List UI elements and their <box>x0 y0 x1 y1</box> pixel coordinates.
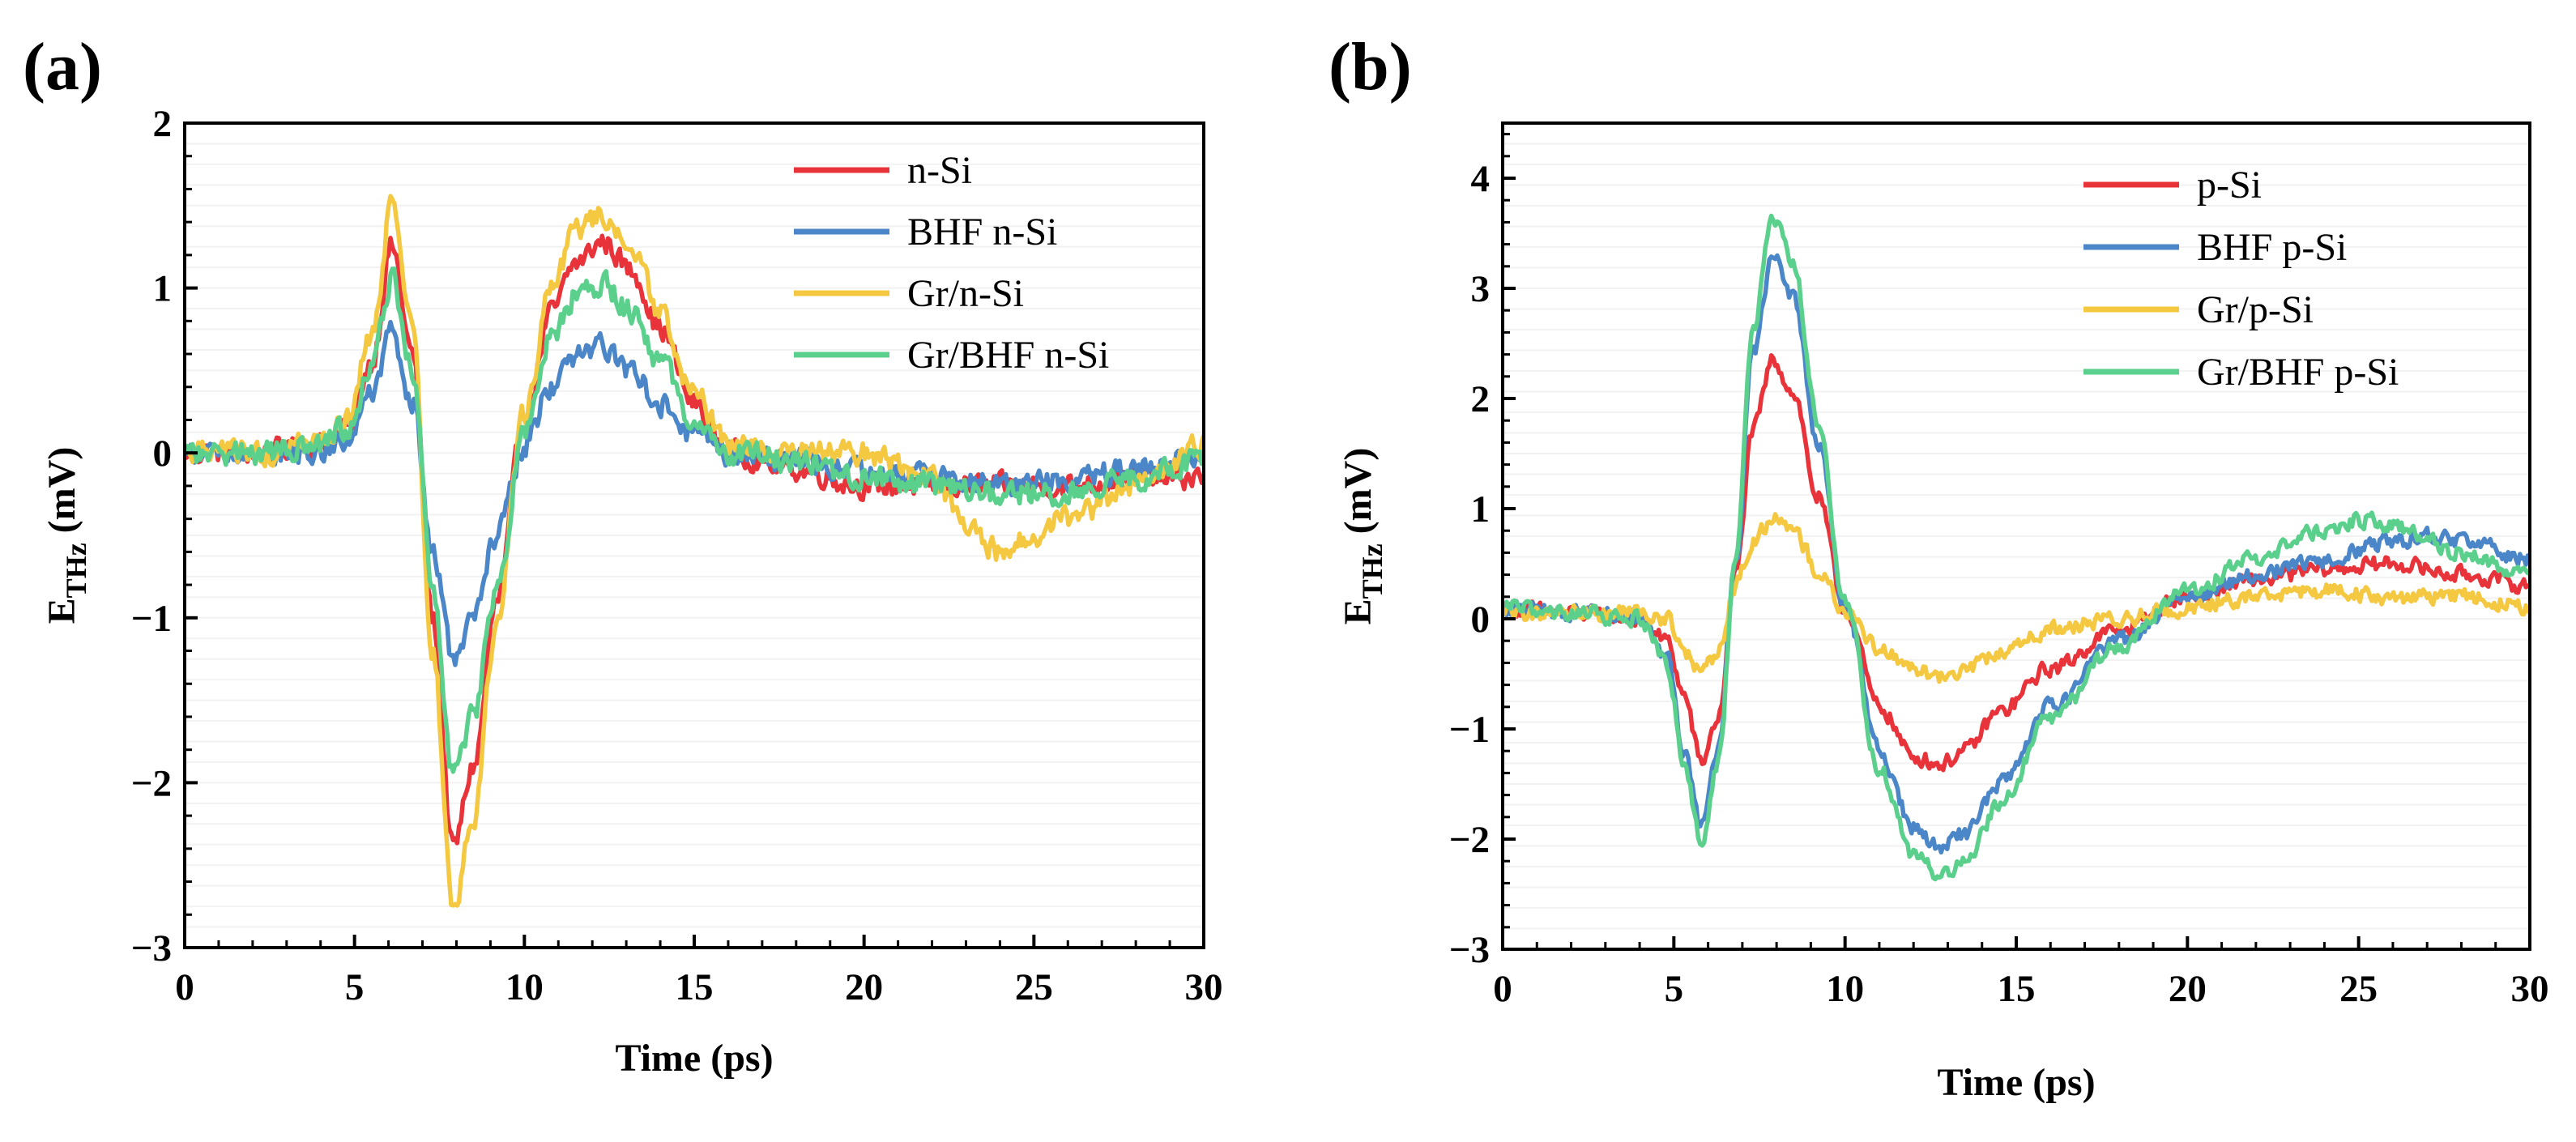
panel-a-legend-label: BHF n-Si <box>907 211 1057 254</box>
panel-b-y-axis-title: ETHz (mV) <box>1337 448 1388 625</box>
panel-b-x-tick-label: 0 <box>1493 968 1512 1010</box>
panel-b-y-title-unit: (mV) <box>1337 448 1380 544</box>
panel-a-x-tick-label: 0 <box>175 966 194 1008</box>
panel-b-x-tick-label: 25 <box>2339 968 2378 1010</box>
panel-b-y-tick-label: 3 <box>1471 268 1491 310</box>
panel-b-x-axis-title: Time (ps) <box>1937 1061 2095 1104</box>
panel-a-legend: n-Si BHF n-Si Gr/n-Si Gr/BHF n-Si <box>794 149 1109 377</box>
panel-b-y-title-sub: THz <box>1356 543 1388 599</box>
panel-a-legend-label: Gr/BHF n-Si <box>907 334 1109 377</box>
panel-a-legend-label: Gr/n-Si <box>907 272 1024 315</box>
panel-a: (a) 0 5 10 15 20 25 30 −3 −2 −1 0 1 2 Time (ps) ETHz… <box>23 29 1223 1080</box>
panel-a-y-title-main: E <box>41 598 83 624</box>
panel-a-series-n-si <box>185 233 1204 846</box>
panel-b-y-tick-label: 0 <box>1471 599 1491 641</box>
panel-b-y-tick-label: −1 <box>1449 709 1490 751</box>
panel-a-legend-label: n-Si <box>907 149 972 192</box>
panel-b-series-p-si <box>1503 353 2530 773</box>
panel-a-x-tick-label: 10 <box>505 966 544 1008</box>
panel-a-x-tick-label: 15 <box>676 966 714 1008</box>
panel-a-series-gr-n-si <box>185 194 1204 908</box>
panel-b-legend: p-Si BHF p-Si Gr/p-Si Gr/BHF p-Si <box>2083 164 2399 394</box>
panel-a-x-tick-label: 20 <box>845 966 883 1008</box>
panel-a-y-axis-title: ETHz (mV) <box>41 447 92 624</box>
panel-a-y-tick-label: −3 <box>131 927 172 969</box>
panel-b-legend-label: BHF p-Si <box>2197 226 2347 269</box>
panel-a-series-gr-bhf-n-si <box>185 266 1204 774</box>
panel-a-y-tick-label: 2 <box>153 103 173 145</box>
panel-b-series-gr-bhf-p-si <box>1503 213 2530 882</box>
panel-a-y-tick-label: −2 <box>131 762 172 804</box>
panel-b-x-tick-label: 15 <box>1998 968 2036 1010</box>
panel-b-y-tick-label: 1 <box>1471 488 1491 531</box>
panel-a-x-tick-label: 30 <box>1185 966 1223 1008</box>
panel-b-x-tick-label: 5 <box>1665 968 1684 1010</box>
panel-b: (b) 0 5 10 15 20 25 30 −3 −2 −1 0 1 2 3 4 Time (ps) ET… <box>1329 29 2549 1104</box>
panel-b-legend-label: Gr/p-Si <box>2197 288 2314 331</box>
panel-b-y-tick-label: −2 <box>1449 819 1490 861</box>
panel-b-y-title-main: E <box>1337 599 1380 624</box>
panel-a-x-tick-label: 5 <box>345 966 365 1008</box>
panel-a-y-title-unit: (mV) <box>41 447 83 543</box>
panel-a-y-tick-label: −1 <box>131 598 172 640</box>
panel-b-x-tick-label: 10 <box>1826 968 1864 1010</box>
panel-b-x-tick-label: 20 <box>2169 968 2207 1010</box>
panel-a-y-tick-label: 1 <box>153 268 173 310</box>
panel-b-series-gr-p-si <box>1503 512 2530 684</box>
panel-a-y-tick-label: 0 <box>153 433 173 475</box>
panel-b-x-tick-label: 30 <box>2511 968 2549 1010</box>
panel-b-y-tick-label: 4 <box>1471 158 1491 200</box>
panel-a-x-axis-title: Time (ps) <box>615 1037 773 1080</box>
panel-b-legend-label: p-Si <box>2197 164 2262 207</box>
panel-b-y-tick-label: −3 <box>1449 929 1490 971</box>
panel-b-y-tick-label: 2 <box>1471 378 1491 420</box>
panel-a-x-tick-label: 25 <box>1015 966 1053 1008</box>
panel-b-legend-label: Gr/BHF p-Si <box>2197 351 2399 394</box>
panel-b-label: (b) <box>1329 29 1412 104</box>
panel-a-y-title-sub: THz <box>60 543 92 598</box>
panel-a-label: (a) <box>23 29 102 104</box>
